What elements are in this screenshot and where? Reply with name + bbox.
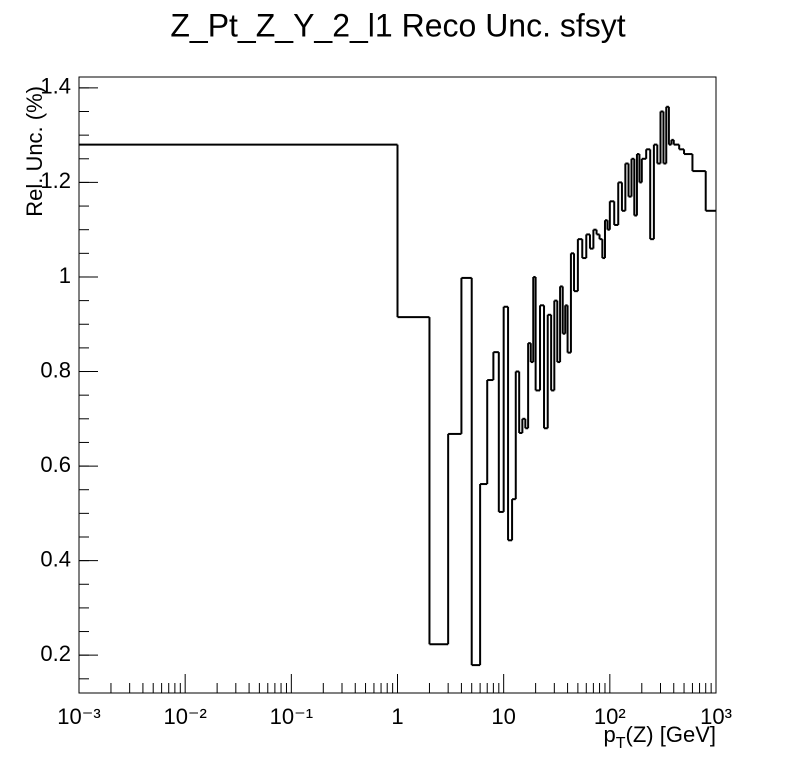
x-axis-title-main: p (604, 722, 616, 747)
x-axis-title-rest: (Z) [GeV] (626, 722, 716, 747)
x-axis-title: pT(Z) [GeV] (604, 722, 716, 752)
y-tick-label: 0.2 (40, 641, 71, 666)
y-tick-label: 1.2 (40, 168, 71, 193)
chart-title: Z_Pt_Z_Y_2_l1 Reco Unc. sfsyt (170, 7, 625, 43)
x-tick-label: 10² (594, 704, 626, 729)
y-tick-label: 0.8 (40, 357, 71, 382)
x-tick-label: 10³ (700, 704, 732, 729)
y-tick-label: 0.6 (40, 452, 71, 477)
x-tick-label: 10⁻³ (57, 704, 100, 729)
y-tick-label: 0.4 (40, 546, 71, 571)
x-axis-title-sub: T (616, 735, 626, 752)
y-axis-title: Rel. Unc. (%) (22, 86, 47, 217)
y-tick-label: 1.4 (40, 74, 71, 99)
x-tick-label: 10⁻² (163, 704, 206, 729)
y-tick-label: 1 (59, 263, 71, 288)
x-tick-label: 10 (491, 704, 515, 729)
x-tick-label: 1 (391, 704, 403, 729)
x-tick-label: 10⁻¹ (270, 704, 313, 729)
